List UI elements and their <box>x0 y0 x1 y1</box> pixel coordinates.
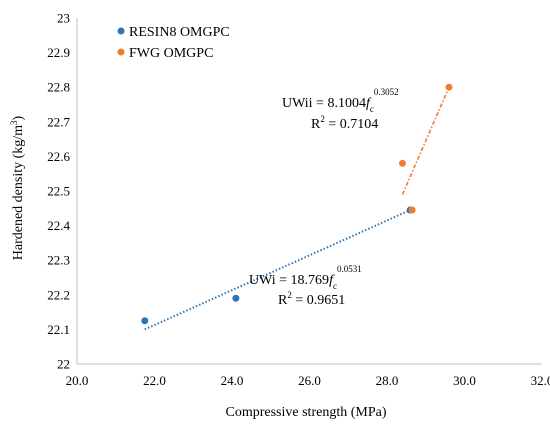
r2-fwg: R2 = 0.7104 <box>311 114 378 132</box>
y-tick-label: 22.9 <box>47 45 70 60</box>
x-tick-label: 32.0 <box>531 373 550 388</box>
r2-fwg-sup: 2 <box>320 114 325 124</box>
trendline-fwg <box>401 86 450 195</box>
equation-fwg-sub: c <box>370 104 374 114</box>
equation-fwg-lhs: UWii = 8.1004 <box>282 96 366 111</box>
r2-fwg-value: = 0.7104 <box>325 117 378 132</box>
r2-resin8-label: R <box>278 293 288 308</box>
x-tick-label: 20.0 <box>66 373 89 388</box>
y-axis-title-sup: 3 <box>9 120 19 125</box>
y-tick-labels: 22 22.1 22.2 22.3 22.4 22.5 22.6 22.7 22.8 22.9 23 <box>47 11 70 372</box>
legend-marker-fwg <box>117 48 125 56</box>
equation-fwg-var: f <box>366 96 372 111</box>
r2-fwg-label: R <box>311 117 321 132</box>
y-tick-label: 22.5 <box>47 184 70 199</box>
legend: RESIN8 OMGPC FWG OMGPC <box>117 25 230 61</box>
data-point-resin8 <box>232 294 240 302</box>
equation-fwg-exp: 0.3052 <box>374 87 399 97</box>
y-tick-label: 22 <box>57 357 70 372</box>
y-axis-title: Hardened density (kg/m3) <box>9 115 26 260</box>
data-point-fwg <box>399 159 406 167</box>
x-tick-label: 30.0 <box>453 373 476 388</box>
annotations: UWii = 8.1004fc0.3052 R2 = 0.7104 UWi = … <box>249 87 399 308</box>
equation-resin8-exp: 0.0531 <box>337 264 362 274</box>
equation-resin8-sub: c <box>333 281 337 291</box>
r2-resin8: R2 = 0.9651 <box>278 290 345 308</box>
equation-resin8-var: f <box>329 273 335 288</box>
legend-label-resin8: RESIN8 OMGPC <box>129 25 230 40</box>
x-tick-label: 24.0 <box>221 373 244 388</box>
r2-resin8-value: = 0.9651 <box>292 293 345 308</box>
data-point-fwg <box>408 206 416 214</box>
legend-label-fwg: FWG OMGPC <box>129 46 213 61</box>
y-tick-label: 22.6 <box>47 149 70 164</box>
trendline-resin8 <box>144 209 411 331</box>
legend-marker-resin8 <box>117 27 125 35</box>
y-tick-label: 22.2 <box>47 287 70 302</box>
data-points <box>141 83 453 325</box>
x-tick-label: 22.0 <box>143 373 166 388</box>
x-tick-labels: 20.0 22.0 24.0 26.0 28.0 30.0 32.0 <box>66 373 550 388</box>
y-axis-title-main: Hardened density (kg/m <box>11 125 26 260</box>
y-tick-label: 22.3 <box>47 253 70 268</box>
x-tick-label: 26.0 <box>298 373 321 388</box>
r2-resin8-sup: 2 <box>287 290 292 300</box>
y-tick-label: 23 <box>57 11 70 26</box>
equation-resin8-lhs: UWi = 18.769 <box>249 273 329 288</box>
axes <box>76 18 542 365</box>
data-point-resin8 <box>141 317 149 325</box>
data-point-fwg <box>445 83 453 91</box>
trendlines <box>144 86 450 331</box>
y-tick-label: 22.4 <box>47 218 70 233</box>
y-axis-title-end: ) <box>11 115 26 120</box>
y-tick-label: 22.8 <box>47 80 70 95</box>
x-tick-label: 28.0 <box>376 373 399 388</box>
y-tick-label: 22.1 <box>47 322 70 337</box>
equation-fwg: UWii = 8.1004fc0.3052 <box>282 87 399 114</box>
y-tick-label: 22.7 <box>47 114 70 129</box>
equation-resin8: UWi = 18.769fc0.0531 <box>249 264 362 291</box>
x-axis-title: Compressive strength (MPa) <box>226 405 387 420</box>
